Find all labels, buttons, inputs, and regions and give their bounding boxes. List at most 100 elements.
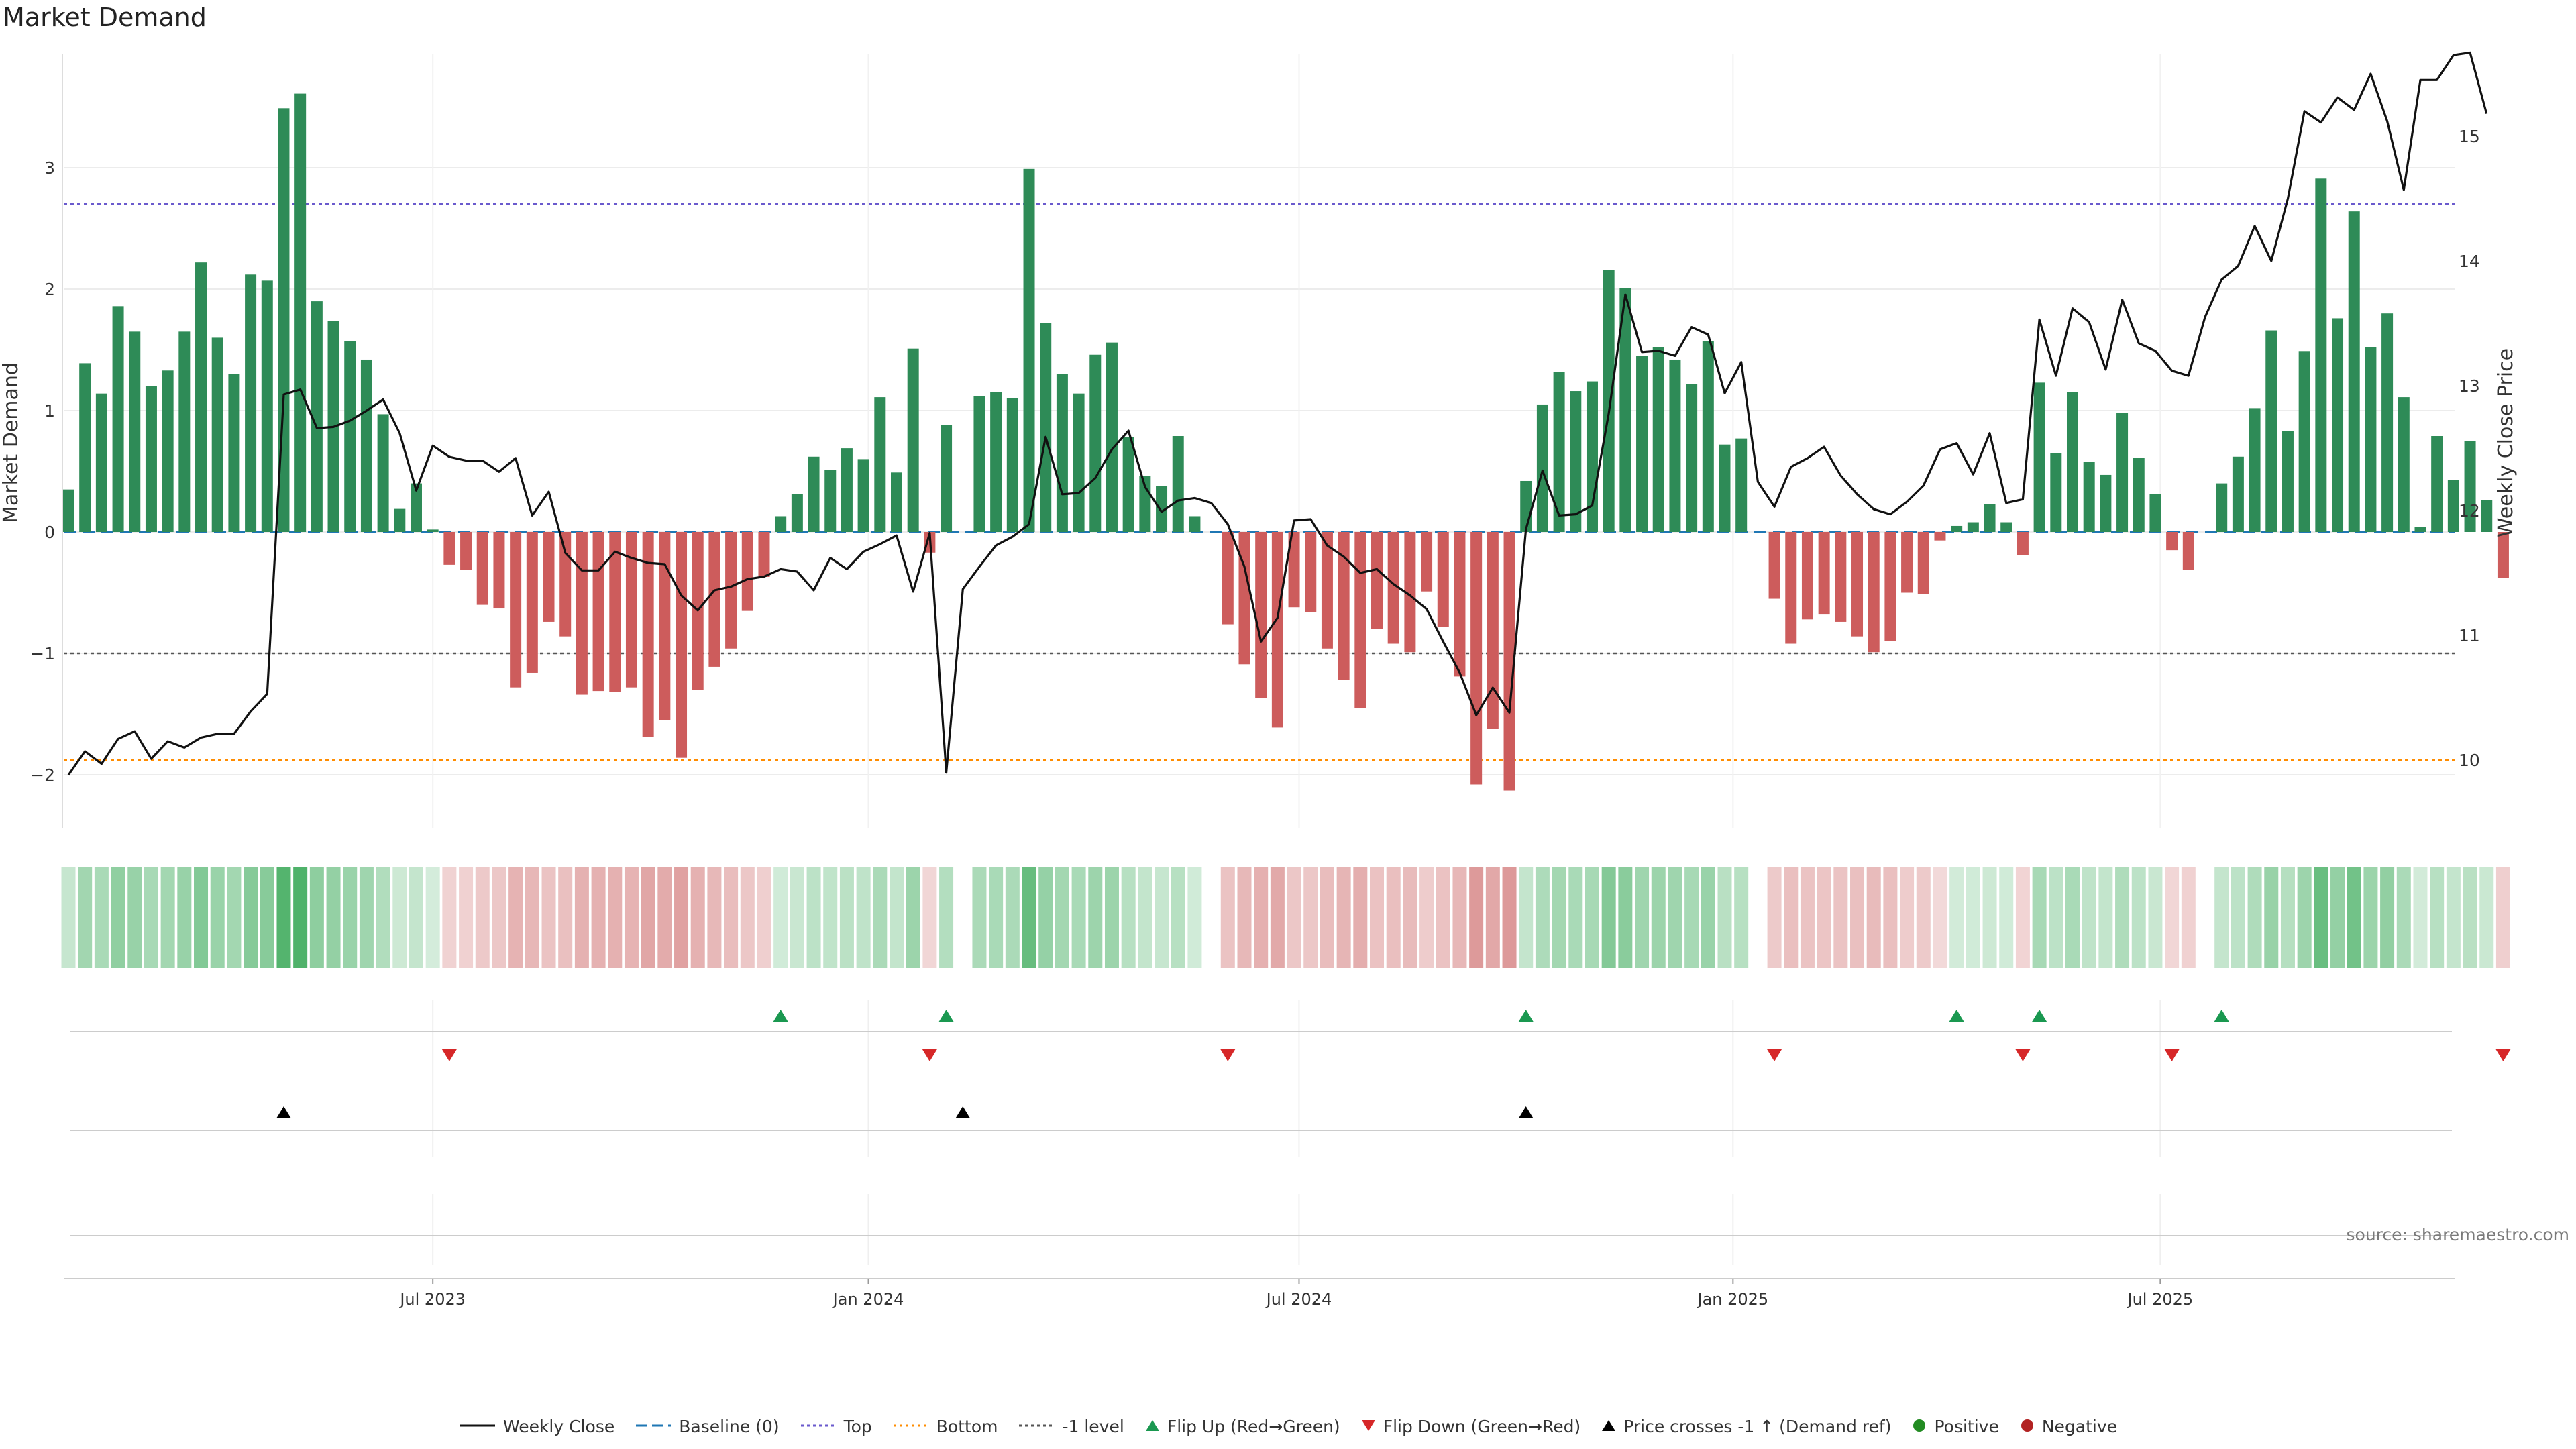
demand-strip-cell: [1784, 867, 1799, 968]
x-tick-label: Jul 2023: [398, 1290, 466, 1309]
weekly-close-line-group: [67, 51, 2488, 776]
demand-strip-cell: [2479, 867, 2494, 968]
demand-bar: [1536, 404, 1548, 532]
demand-bar: [1586, 381, 1598, 532]
demand-bar: [1089, 354, 1102, 532]
demand-strip-cell: [674, 867, 689, 968]
demand-bar: [2083, 462, 2095, 532]
demand-strip-cell: [276, 867, 291, 968]
demand-strip-cell: [1734, 867, 1749, 968]
y2-axis-title: Weekly Close Price: [2494, 348, 2518, 537]
demand-strip-cell: [1436, 867, 1450, 968]
demand-strip-cell: [1999, 867, 2014, 968]
demand-bar: [2464, 441, 2476, 532]
demand-strip-cell: [525, 867, 539, 968]
demand-bar: [1122, 437, 1134, 532]
legend-symbol-positive: [1911, 1417, 1927, 1436]
demand-bar: [1719, 444, 1731, 532]
demand-bar: [1768, 532, 1780, 599]
demand-bar: [476, 532, 488, 605]
demand-bar: [2017, 532, 2029, 555]
demand-bar: [2497, 532, 2509, 578]
event-markers: [70, 1010, 2511, 1236]
demand-strip-cell: [1452, 867, 1467, 968]
source-credit: source: sharemaestro.com: [2346, 1225, 2570, 1244]
demand-bar: [1553, 372, 1565, 532]
demand-bar: [95, 393, 107, 532]
demand-strip-cell: [1817, 867, 1831, 968]
demand-bar: [1305, 532, 1317, 612]
demand-bar: [1255, 532, 1267, 698]
demand-strip-cell: [425, 867, 440, 968]
demand-bar: [2033, 382, 2045, 532]
legend-item-minus1: -1 level: [1018, 1417, 1124, 1436]
demand-strip-cell: [1651, 867, 1666, 968]
demand-bar: [1934, 532, 1946, 541]
demand-strip-cell: [2363, 867, 2378, 968]
demand-bar: [2249, 408, 2261, 532]
demand-strip-cell: [1270, 867, 1285, 968]
demand-bar: [2298, 351, 2310, 532]
demand-bar: [941, 425, 953, 532]
demand-heat-strip: [61, 867, 2510, 968]
demand-bar: [1189, 516, 1201, 532]
demand-strip-cell: [1005, 867, 1020, 968]
demand-strip-cell: [906, 867, 920, 968]
demand-strip-cell: [1055, 867, 1069, 968]
demand-strip-cell: [1088, 867, 1103, 968]
demand-strip-cell: [78, 867, 93, 968]
demand-strip-cell: [1866, 867, 1881, 968]
demand-bar: [1238, 532, 1250, 665]
demand-bar: [1023, 168, 1035, 532]
demand-bar: [2265, 330, 2277, 532]
demand-strip-cell: [2496, 867, 2510, 968]
demand-bar: [1040, 323, 1052, 532]
x-tick-label: Jul 2024: [1265, 1290, 1332, 1309]
legend-label: Price crosses -1 ↑ (Demand ref): [1623, 1417, 1892, 1436]
demand-strip-cell: [773, 867, 788, 968]
flip-down-marker: [2015, 1049, 2031, 1061]
demand-strip-cell: [1767, 867, 1782, 968]
demand-strip-cell: [839, 867, 854, 968]
demand-strip-cell: [1552, 867, 1566, 968]
demand-bar: [278, 108, 290, 532]
demand-bar: [2133, 458, 2145, 532]
demand-bar: [576, 532, 588, 695]
demand-strip-cell: [2082, 867, 2096, 968]
demand-strip-cell: [210, 867, 225, 968]
demand-strip-cell: [2247, 867, 2262, 968]
demand-bar: [2447, 480, 2459, 532]
demand-strip-cell: [1121, 867, 1136, 968]
demand-strip-cell: [61, 867, 76, 968]
time-axis: Jul 2023 Jan 2024 Jul 2024 Jan 2025 Jul 2025: [64, 1278, 2455, 1309]
demand-bar: [195, 262, 207, 532]
demand-bar: [443, 532, 455, 565]
demand-bar: [1056, 374, 1068, 532]
demand-strip-cell: [376, 867, 390, 968]
demand-strip-cell: [2297, 867, 2312, 968]
demand-strip-cell: [1187, 867, 1202, 968]
demand-bar: [1006, 398, 1018, 532]
demand-strip-cell: [2165, 867, 2180, 968]
demand-bar: [1851, 532, 1864, 637]
demand-strip-cell: [293, 867, 308, 968]
demand-strip-cell: [1618, 867, 1633, 968]
demand-strip-cell: [1966, 867, 1980, 968]
demand-bar: [874, 397, 886, 532]
demand-strip-cell: [690, 867, 705, 968]
demand-strip-cell: [2131, 867, 2146, 968]
demand-bar: [1454, 532, 1466, 677]
y2-tick-label: 12: [2459, 501, 2480, 521]
demand-bar: [1917, 532, 1929, 594]
legend-label: Positive: [1934, 1417, 1999, 1436]
y-tick-label: 1: [44, 401, 55, 421]
demand-strip-cell: [558, 867, 573, 968]
demand-strip-cell: [1601, 867, 1616, 968]
demand-strip-cell: [409, 867, 423, 968]
demand-bar: [1338, 532, 1350, 680]
demand-bar: [2116, 413, 2129, 532]
flip-down-marker: [2164, 1049, 2180, 1061]
demand-bar: [245, 274, 257, 532]
demand-bar: [1321, 532, 1333, 649]
